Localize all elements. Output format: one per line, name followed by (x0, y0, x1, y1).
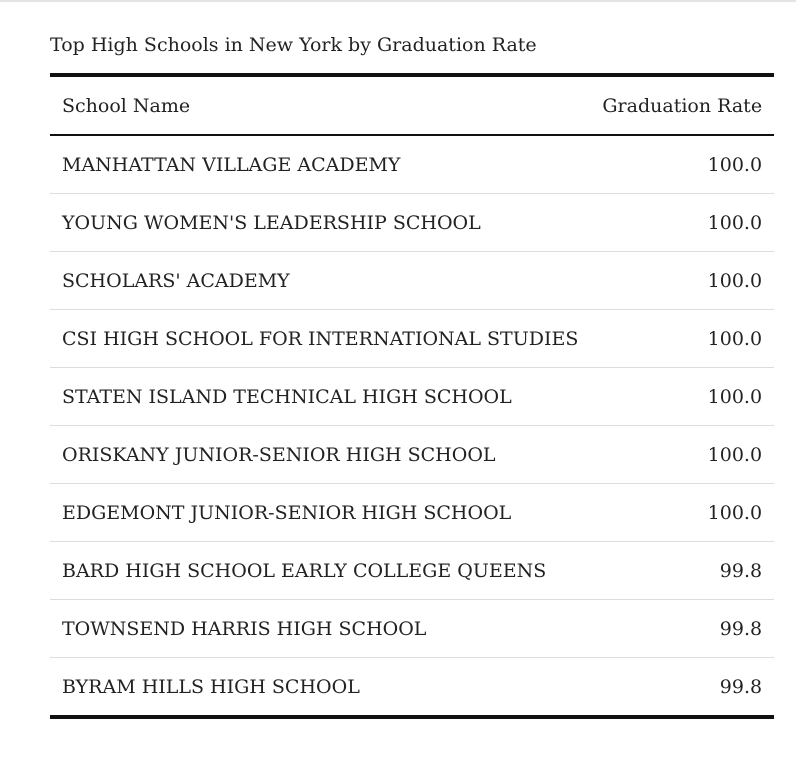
school-name-cell: STATEN ISLAND TECHNICAL HIGH SCHOOL (50, 367, 591, 426)
table-row: EDGEMONT JUNIOR-SENIOR HIGH SCHOOL 100.0 (50, 483, 775, 542)
graduation-rate-cell: 100.0 (590, 309, 775, 368)
graduation-rate-cell: 99.8 (590, 541, 775, 600)
header-row: School Name Graduation Rate (50, 75, 775, 136)
table-body: MANHATTAN VILLAGE ACADEMY 100.0 YOUNG WO… (50, 135, 775, 718)
school-name-cell: CSI HIGH SCHOOL FOR INTERNATIONAL STUDIE… (50, 309, 591, 368)
table-row: STATEN ISLAND TECHNICAL HIGH SCHOOL 100.… (50, 367, 775, 426)
table-row: SCHOLARS' ACADEMY 100.0 (50, 251, 775, 310)
table-row: YOUNG WOMEN'S LEADERSHIP SCHOOL 100.0 (50, 193, 775, 252)
school-name-cell: TOWNSEND HARRIS HIGH SCHOOL (50, 599, 591, 658)
graduation-rate-cell: 100.0 (590, 135, 775, 194)
school-name-cell: MANHATTAN VILLAGE ACADEMY (50, 135, 591, 194)
column-header-school-name: School Name (50, 75, 591, 136)
table-row: BARD HIGH SCHOOL EARLY COLLEGE QUEENS 99… (50, 541, 775, 600)
graduation-rate-cell: 100.0 (590, 193, 775, 252)
school-name-cell: YOUNG WOMEN'S LEADERSHIP SCHOOL (50, 193, 591, 252)
table-row: MANHATTAN VILLAGE ACADEMY 100.0 (50, 135, 775, 194)
table-row: BYRAM HILLS HIGH SCHOOL 99.8 (50, 658, 774, 718)
table-container: Top High Schools in New York by Graduati… (50, 30, 775, 719)
table-caption: Top High Schools in New York by Graduati… (50, 34, 537, 56)
table-row: CSI HIGH SCHOOL FOR INTERNATIONAL STUDIE… (50, 309, 775, 368)
top-divider (0, 0, 796, 2)
school-name-cell: ORISKANY JUNIOR-SENIOR HIGH SCHOOL (50, 425, 591, 484)
table-row: TOWNSEND HARRIS HIGH SCHOOL 99.8 (50, 599, 775, 658)
graduation-rate-cell: 100.0 (590, 367, 775, 426)
school-name-cell: SCHOLARS' ACADEMY (50, 251, 591, 310)
graduation-rate-cell: 100.0 (590, 251, 775, 310)
graduation-rate-cell: 99.8 (590, 599, 775, 658)
school-name-cell: BYRAM HILLS HIGH SCHOOL (62, 675, 360, 698)
graduation-rate-cell: 99.8 (719, 675, 763, 698)
table-row: ORISKANY JUNIOR-SENIOR HIGH SCHOOL 100.0 (50, 425, 775, 484)
column-header-graduation-rate: Graduation Rate (590, 75, 775, 136)
graduation-rate-cell: 100.0 (590, 425, 775, 484)
table-header: School Name Graduation Rate (50, 75, 775, 136)
graduation-rate-cell: 100.0 (590, 483, 775, 542)
school-name-cell: EDGEMONT JUNIOR-SENIOR HIGH SCHOOL (50, 483, 591, 542)
school-name-cell: BARD HIGH SCHOOL EARLY COLLEGE QUEENS (50, 541, 591, 600)
graduation-rate-table: School Name Graduation Rate MANHATTAN VI… (50, 73, 775, 719)
